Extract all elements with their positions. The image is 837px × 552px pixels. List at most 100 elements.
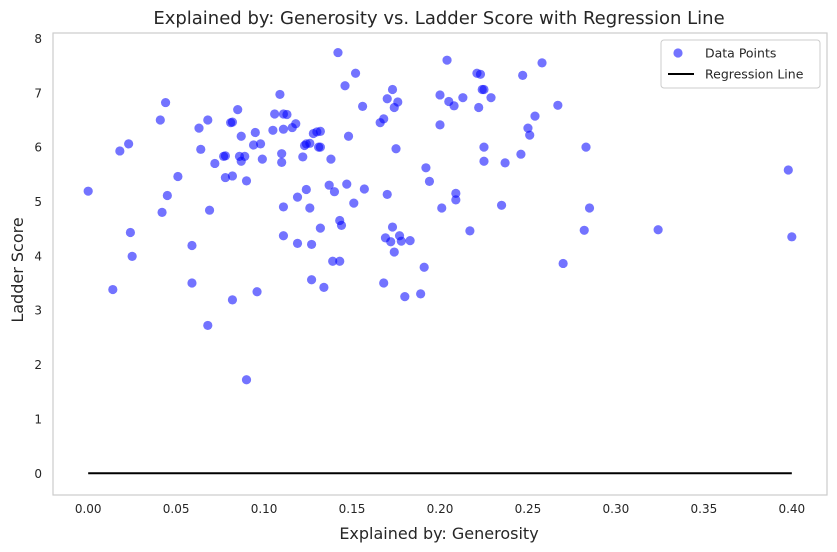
- data-point: [255, 139, 266, 149]
- data-point: [553, 100, 563, 110]
- data-point: [305, 203, 315, 213]
- data-point: [252, 287, 262, 297]
- data-point: [125, 227, 135, 238]
- data-point: [227, 295, 238, 305]
- data-point: [479, 142, 489, 152]
- data-point: [530, 111, 540, 121]
- data-point: [257, 154, 267, 164]
- data-point: [335, 256, 345, 266]
- data-point: [155, 115, 165, 125]
- data-point: [124, 139, 134, 149]
- data-point: [326, 154, 336, 164]
- legend-marker-data-points: [673, 48, 683, 58]
- y-tick-label: 7: [34, 86, 42, 100]
- data-point: [379, 114, 389, 124]
- chart-title: Explained by: Generosity vs. Ladder Scor…: [153, 8, 724, 29]
- data-point: [240, 151, 250, 161]
- data-point: [458, 93, 468, 103]
- data-point: [157, 207, 167, 217]
- data-point: [298, 152, 308, 162]
- data-point: [387, 222, 398, 232]
- data-point: [329, 187, 340, 197]
- data-point: [479, 156, 489, 166]
- data-point: [400, 292, 410, 302]
- data-point: [328, 256, 338, 266]
- data-point: [278, 231, 289, 241]
- data-point: [83, 186, 93, 196]
- data-point: [382, 94, 392, 104]
- x-tick-label: 0.00: [75, 502, 102, 516]
- data-point: [350, 68, 361, 78]
- data-point: [187, 240, 197, 251]
- x-tick-label: 0.20: [427, 502, 454, 516]
- data-point: [558, 258, 568, 269]
- x-tick-label: 0.30: [603, 502, 630, 516]
- data-point: [387, 84, 398, 95]
- data-point: [291, 119, 301, 129]
- data-point: [194, 123, 204, 133]
- data-point: [465, 226, 475, 236]
- data-point: [173, 171, 183, 182]
- data-point: [349, 198, 359, 208]
- data-point: [496, 200, 507, 210]
- data-point: [336, 220, 347, 231]
- data-point: [227, 171, 238, 181]
- legend-label: Data Points: [705, 46, 776, 61]
- data-point: [233, 105, 243, 115]
- y-tick-label: 2: [34, 358, 42, 372]
- y-tick-label: 4: [34, 249, 42, 263]
- data-point: [333, 47, 343, 58]
- data-point: [343, 131, 354, 141]
- data-point: [248, 140, 259, 150]
- y-tick-label: 6: [34, 141, 42, 155]
- data-point: [525, 130, 535, 140]
- data-point: [379, 278, 389, 288]
- data-point: [241, 375, 252, 385]
- y-tick-label: 1: [34, 412, 42, 426]
- data-point: [241, 176, 252, 186]
- data-point: [342, 179, 352, 189]
- data-point: [396, 236, 406, 246]
- x-tick-label: 0.05: [163, 502, 190, 516]
- data-point: [653, 225, 663, 235]
- data-point: [421, 163, 431, 173]
- data-point: [391, 144, 401, 154]
- data-point: [315, 223, 325, 233]
- data-point: [449, 101, 459, 111]
- data-point: [451, 195, 461, 205]
- data-point: [474, 102, 484, 113]
- data-point: [787, 232, 797, 242]
- data-point: [389, 247, 399, 257]
- data-point: [277, 157, 287, 167]
- x-axis: 0.00 0.05 0.10 0.15 0.20 0.25 0.30 0.35 0.40: [75, 502, 805, 516]
- legend-label: Regression Line: [705, 67, 804, 82]
- x-axis-title: Explained by: Generosity: [339, 524, 538, 543]
- data-point: [108, 284, 118, 295]
- data-point: [270, 109, 280, 119]
- x-tick-label: 0.35: [691, 502, 718, 516]
- legend-box: [660, 39, 821, 89]
- data-point: [537, 58, 547, 68]
- data-point: [435, 120, 445, 130]
- data-point: [579, 225, 589, 235]
- data-point: [204, 205, 215, 215]
- data-point: [220, 172, 230, 183]
- data-point: [451, 188, 461, 198]
- data-point: [306, 275, 317, 285]
- data-point: [278, 202, 289, 212]
- plot-series: [83, 47, 797, 475]
- data-point: [393, 97, 403, 107]
- data-point: [278, 124, 289, 134]
- data-point: [500, 158, 510, 168]
- data-point: [424, 176, 435, 186]
- y-tick-label: 0: [34, 467, 42, 481]
- data-point: [160, 97, 171, 108]
- data-point: [292, 192, 303, 202]
- data-point: [203, 320, 213, 331]
- data-point: [315, 142, 325, 152]
- x-tick-label: 0.10: [251, 502, 278, 516]
- data-point: [479, 84, 489, 95]
- data-point: [405, 236, 415, 246]
